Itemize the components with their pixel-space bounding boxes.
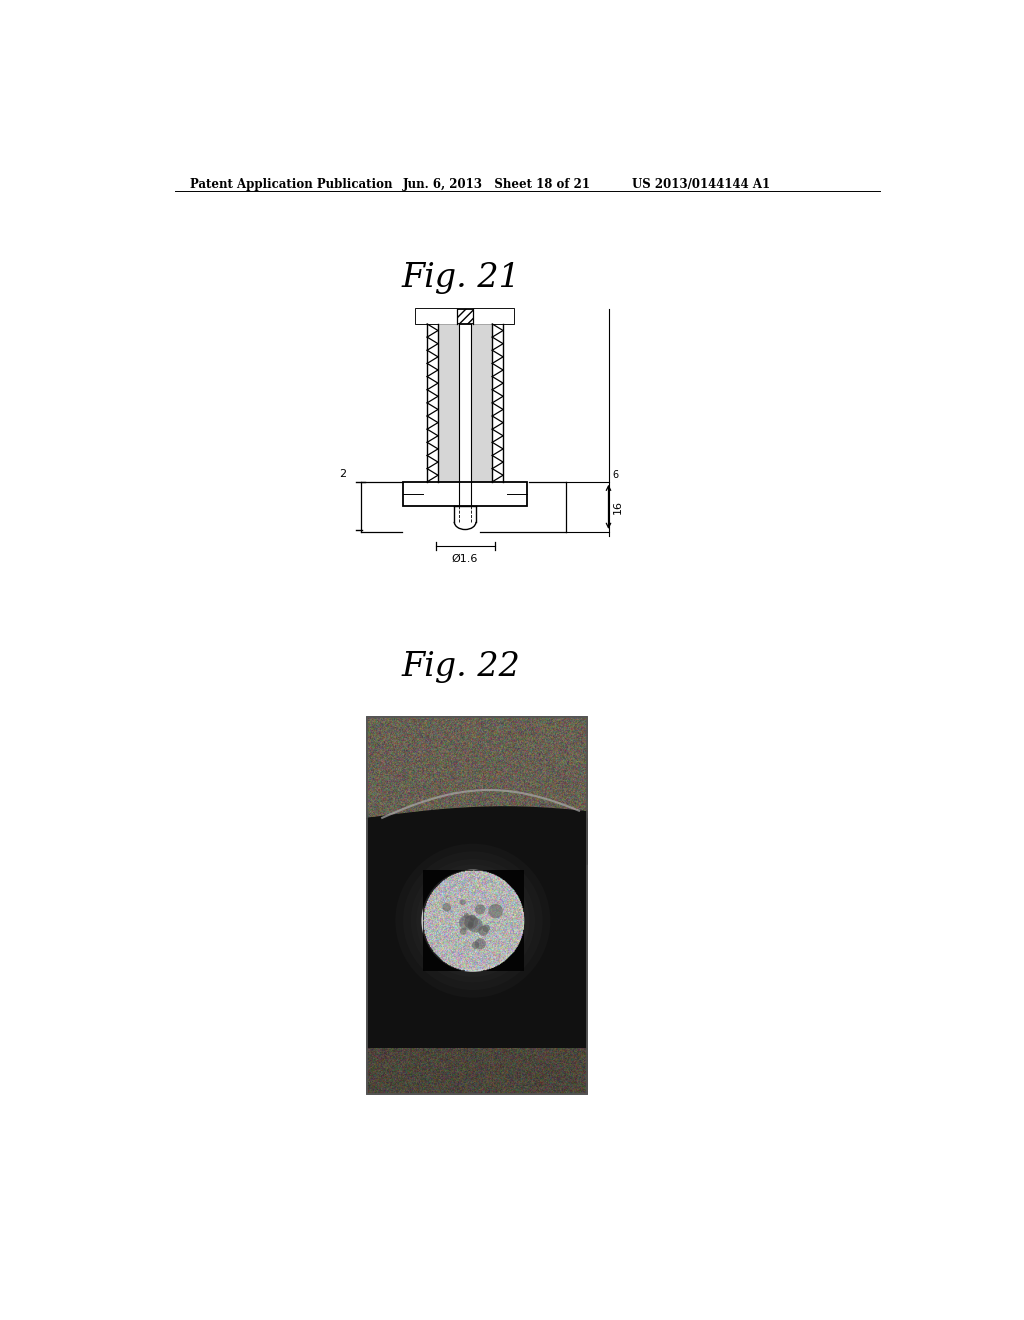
- Text: Fig. 21: Fig. 21: [401, 263, 520, 294]
- Text: 2: 2: [339, 470, 346, 479]
- Bar: [417, 309, 458, 323]
- Bar: [471, 323, 493, 482]
- Circle shape: [395, 843, 550, 998]
- Text: Jun. 6, 2013   Sheet 18 of 21: Jun. 6, 2013 Sheet 18 of 21: [403, 178, 591, 190]
- Bar: [367, 717, 587, 1094]
- Text: US 2013/0144144 A1: US 2013/0144144 A1: [632, 178, 770, 190]
- Circle shape: [472, 941, 479, 949]
- Circle shape: [468, 917, 482, 933]
- Circle shape: [403, 851, 543, 990]
- Text: 6: 6: [612, 470, 618, 480]
- Circle shape: [475, 939, 485, 949]
- Circle shape: [423, 871, 523, 970]
- Circle shape: [442, 903, 452, 912]
- Text: Ø1.6: Ø1.6: [452, 553, 478, 564]
- Bar: [367, 717, 587, 1094]
- Text: Patent Application Publication: Patent Application Publication: [190, 178, 392, 190]
- Bar: [438, 323, 459, 482]
- Bar: [403, 482, 527, 507]
- Polygon shape: [367, 807, 587, 865]
- Circle shape: [470, 915, 475, 920]
- Text: 16: 16: [612, 500, 623, 513]
- Circle shape: [468, 923, 473, 928]
- Circle shape: [482, 924, 490, 932]
- Circle shape: [478, 925, 488, 936]
- Circle shape: [464, 913, 469, 919]
- Text: Fig. 22: Fig. 22: [401, 651, 520, 684]
- Circle shape: [411, 859, 535, 982]
- Circle shape: [460, 899, 466, 906]
- Bar: [473, 309, 514, 323]
- Circle shape: [488, 904, 503, 919]
- Circle shape: [417, 865, 529, 977]
- Circle shape: [460, 928, 467, 935]
- Bar: [417, 309, 514, 323]
- Circle shape: [475, 904, 485, 915]
- Circle shape: [459, 915, 474, 931]
- Circle shape: [464, 915, 478, 929]
